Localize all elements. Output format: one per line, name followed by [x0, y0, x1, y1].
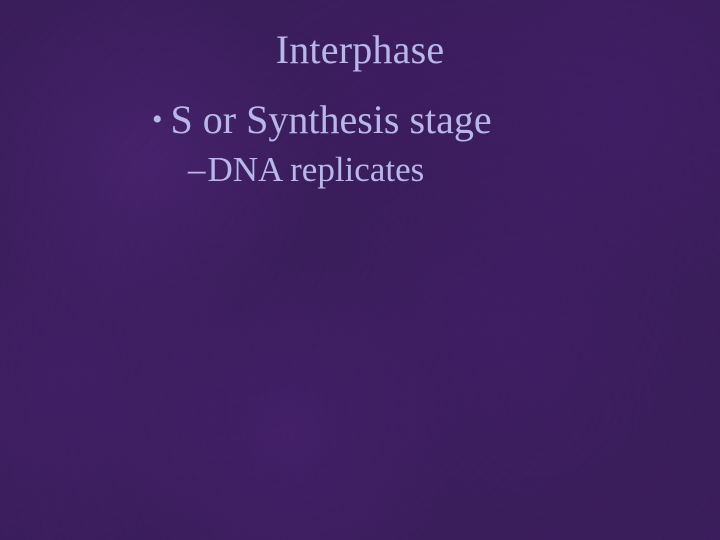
slide-container: Interphase •S or Synthesis stage –DNA re… [0, 0, 720, 540]
bullet-marker-dot: • [152, 103, 163, 136]
bullet-level-1: •S or Synthesis stage [152, 96, 492, 143]
bullet-marker-dash: – [188, 150, 206, 189]
bullet-2-text: DNA replicates [208, 150, 425, 189]
bullet-1-text: S or Synthesis stage [171, 97, 492, 142]
slide-title: Interphase [0, 26, 720, 73]
bullet-level-2: –DNA replicates [188, 150, 424, 190]
